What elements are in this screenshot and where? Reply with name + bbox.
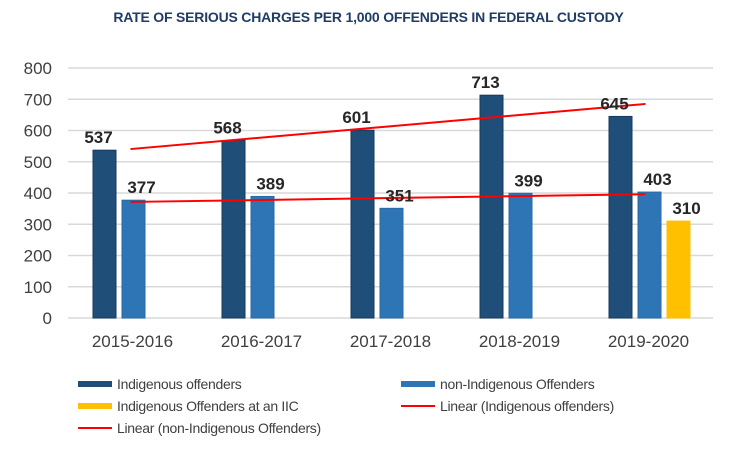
trendline [130,193,646,203]
legend-swatch-iic [78,403,112,409]
legend-label: Linear (non-Indigenous Offenders) [117,420,321,436]
y-tick-label: 0 [43,309,52,328]
data-label: 399 [514,171,542,190]
legend-swatch-linear-non-indigenous [78,427,112,429]
legend-label: Linear (Indigenous offenders) [440,398,614,414]
bar [479,94,504,319]
legend-label: Indigenous offenders [117,376,242,392]
y-tick-label: 500 [24,153,52,172]
bar [250,195,275,319]
data-label: 310 [672,199,700,218]
x-tick-label: 2017-2018 [350,332,431,351]
bar [92,149,117,319]
legend-label: non-Indigenous Offenders [440,376,595,392]
bar [608,115,633,319]
y-tick-label: 300 [24,215,52,234]
y-tick-label: 700 [24,90,52,109]
x-tick-label: 2015-2016 [92,332,173,351]
bar [121,199,146,319]
data-label: 645 [600,94,628,113]
bar [666,220,691,319]
bar [508,192,533,319]
data-label: 713 [471,73,499,92]
y-tick-label: 100 [24,278,52,297]
chart-title: RATE OF SERIOUS CHARGES PER 1,000 OFFEND… [113,9,624,25]
bar [637,191,662,319]
data-label: 537 [84,128,112,147]
chart-plot: 0 100 200 300 400 500 600 700 800 537 377 568 389 60… [24,59,713,351]
data-label: 389 [256,174,284,193]
data-label: 568 [213,119,241,138]
y-tick-label: 600 [24,122,52,141]
y-tick-label: 800 [24,59,52,78]
x-tick-label: 2018-2019 [479,332,560,351]
legend-swatch-indigenous [78,381,112,387]
x-tick-label: 2016-2017 [221,332,302,351]
legend-label: Indigenous Offenders at an IIC [117,398,299,414]
bar [350,129,375,319]
y-tick-label: 400 [24,184,52,203]
data-label: 403 [643,170,671,189]
legend-swatch-non-indigenous [401,381,435,387]
x-tick-label: 2019-2020 [608,332,689,351]
y-tick-label: 200 [24,247,52,266]
data-label: 351 [385,186,413,205]
data-label: 601 [342,108,370,127]
trendline [130,102,646,151]
data-label: 377 [127,178,155,197]
legend-swatch-linear-indigenous [401,405,435,407]
bar [379,207,404,319]
bar [221,140,246,319]
